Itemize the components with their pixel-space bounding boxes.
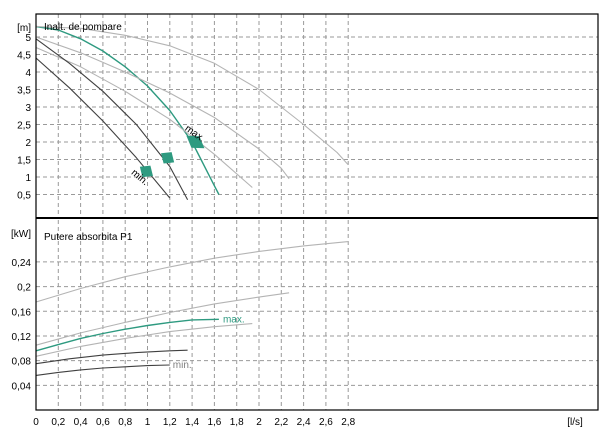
operating-point-marker-2 [161,152,175,164]
power-series-line-2 [35,292,290,346]
x-tick-label: 1 [145,417,151,428]
head-series-line-3 [35,36,290,180]
power-series-line-5 [35,349,188,365]
chart-frame [35,13,599,411]
x-tick-label: 0 [33,417,39,428]
head-y-tick-label: 1,5 [17,156,31,167]
power-curve-annotation: max. [223,314,245,325]
x-tick-label: 1,2 [163,417,177,428]
power-series-line-1 [35,241,349,303]
x-tick-label: 2,6 [319,417,333,428]
power-y-tick-label: 0,16 [12,307,32,318]
power-y-tick-label: 0,04 [12,381,32,392]
operating-point-shape [161,152,175,164]
power-y-tick-label: 0,12 [12,332,32,343]
head-series-line-2 [35,25,349,166]
head-y-tick-label: 4,5 [17,51,31,62]
head-panel-title: Inalt. de pompare [44,22,122,33]
head-y-unit: [m] [17,23,31,34]
operating-point-shape [186,135,205,149]
x-tick-label: 0,2 [51,417,65,428]
head-series-line-4 [35,46,253,188]
power-curve-annotation: min. [173,360,192,371]
frame-layer [35,13,599,411]
x-axis-unit: [l/s] [567,417,583,428]
head-y-tick-label: 5 [25,33,31,44]
operating-point-marker-1 [139,165,153,178]
head-y-tick-label: 3 [25,103,31,114]
head-y-tick-label: 1 [25,173,31,184]
power-y-tick-label: 0,24 [12,258,32,269]
x-tick-label: 1,4 [185,417,199,428]
x-tick-label: 0,4 [74,417,88,428]
x-tick-label: 0,6 [96,417,110,428]
curve-layer [35,25,349,376]
x-tick-label: 0,8 [118,417,132,428]
head-y-tick-label: 3,5 [17,86,31,97]
label-layer: 0 0,2 0,4 0,6 0,8 1 1,2 1,4 1,6 1,8 2 2,2 2,4 2,6 2,8 [… [11,22,583,428]
power-y-unit: [kW] [11,229,31,240]
grid-layer [36,14,598,410]
x-tick-label: 2,8 [341,417,355,428]
head-y-tick-label: 2 [25,138,31,149]
head-y-tick-label: 4 [25,68,31,79]
x-tick-label: 2,4 [297,417,311,428]
power-series-line-6 [35,364,170,376]
power-panel-title: Putere absorbita P1 [44,232,133,243]
head-y-tick-label: 2,5 [17,121,31,132]
power-y-tick-label: 0,2 [17,283,31,294]
x-tick-label: 1,6 [207,417,221,428]
power-series-line-4 [35,323,253,357]
operating-point-shape [139,165,153,178]
head-y-tick-label: 0,5 [17,191,31,202]
head-series-line-1 [35,25,220,195]
x-tick-label: 2 [256,417,262,428]
head-series-line-5 [35,38,189,201]
x-tick-label: 2,2 [274,417,288,428]
power-series-line-3 [35,318,219,352]
power-y-tick-label: 0,08 [12,357,32,368]
x-tick-label: 1,8 [230,417,244,428]
operating-point-marker-3 [186,135,205,149]
